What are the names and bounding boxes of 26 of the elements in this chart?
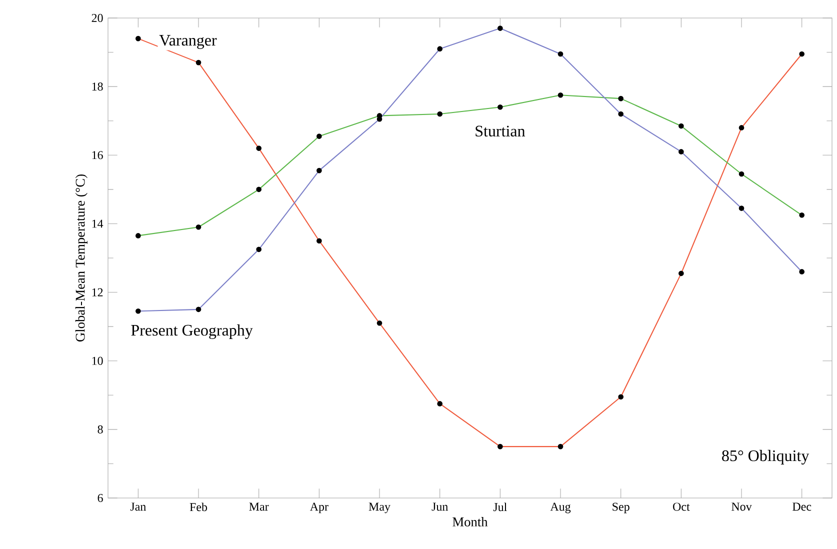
y-tick-label: 6 bbox=[98, 494, 103, 502]
x-tick-label: Sep bbox=[612, 502, 630, 514]
x-tick-label: Feb bbox=[190, 502, 208, 512]
x-tick-label: Apr bbox=[310, 502, 328, 514]
x-tick-label: Jan bbox=[130, 502, 146, 511]
y-tick-label: 12 bbox=[92, 288, 103, 296]
x-tick-label: Dec bbox=[792, 502, 812, 511]
series-label: Sturtian bbox=[476, 126, 526, 136]
x-tick-label: Jun bbox=[432, 502, 448, 511]
x-tick-label: May bbox=[368, 502, 390, 514]
x-tick-label: Jul bbox=[493, 502, 507, 512]
y-tick-label: 18 bbox=[92, 82, 103, 91]
x-tick-label: Nov bbox=[732, 502, 752, 511]
y-tick-label: 20 bbox=[92, 14, 103, 22]
x-tick-label: Aug bbox=[550, 502, 571, 514]
x-tick-label: Mar bbox=[249, 502, 269, 511]
y-tick-label: 10 bbox=[92, 356, 103, 365]
series-label: Varanger bbox=[159, 35, 217, 49]
x-axis-title: Month bbox=[452, 517, 488, 526]
y-tick-label: 14 bbox=[92, 220, 104, 228]
series-label: Present Geography bbox=[131, 324, 253, 339]
x-tick-label: Oct bbox=[673, 502, 690, 511]
y-tick-label: 8 bbox=[98, 425, 103, 434]
y-axis-title: Global-Mean Temperature (°C) bbox=[75, 174, 88, 342]
y-tick-label: 16 bbox=[92, 151, 103, 160]
annotation: 85° Obliquity bbox=[722, 450, 810, 464]
